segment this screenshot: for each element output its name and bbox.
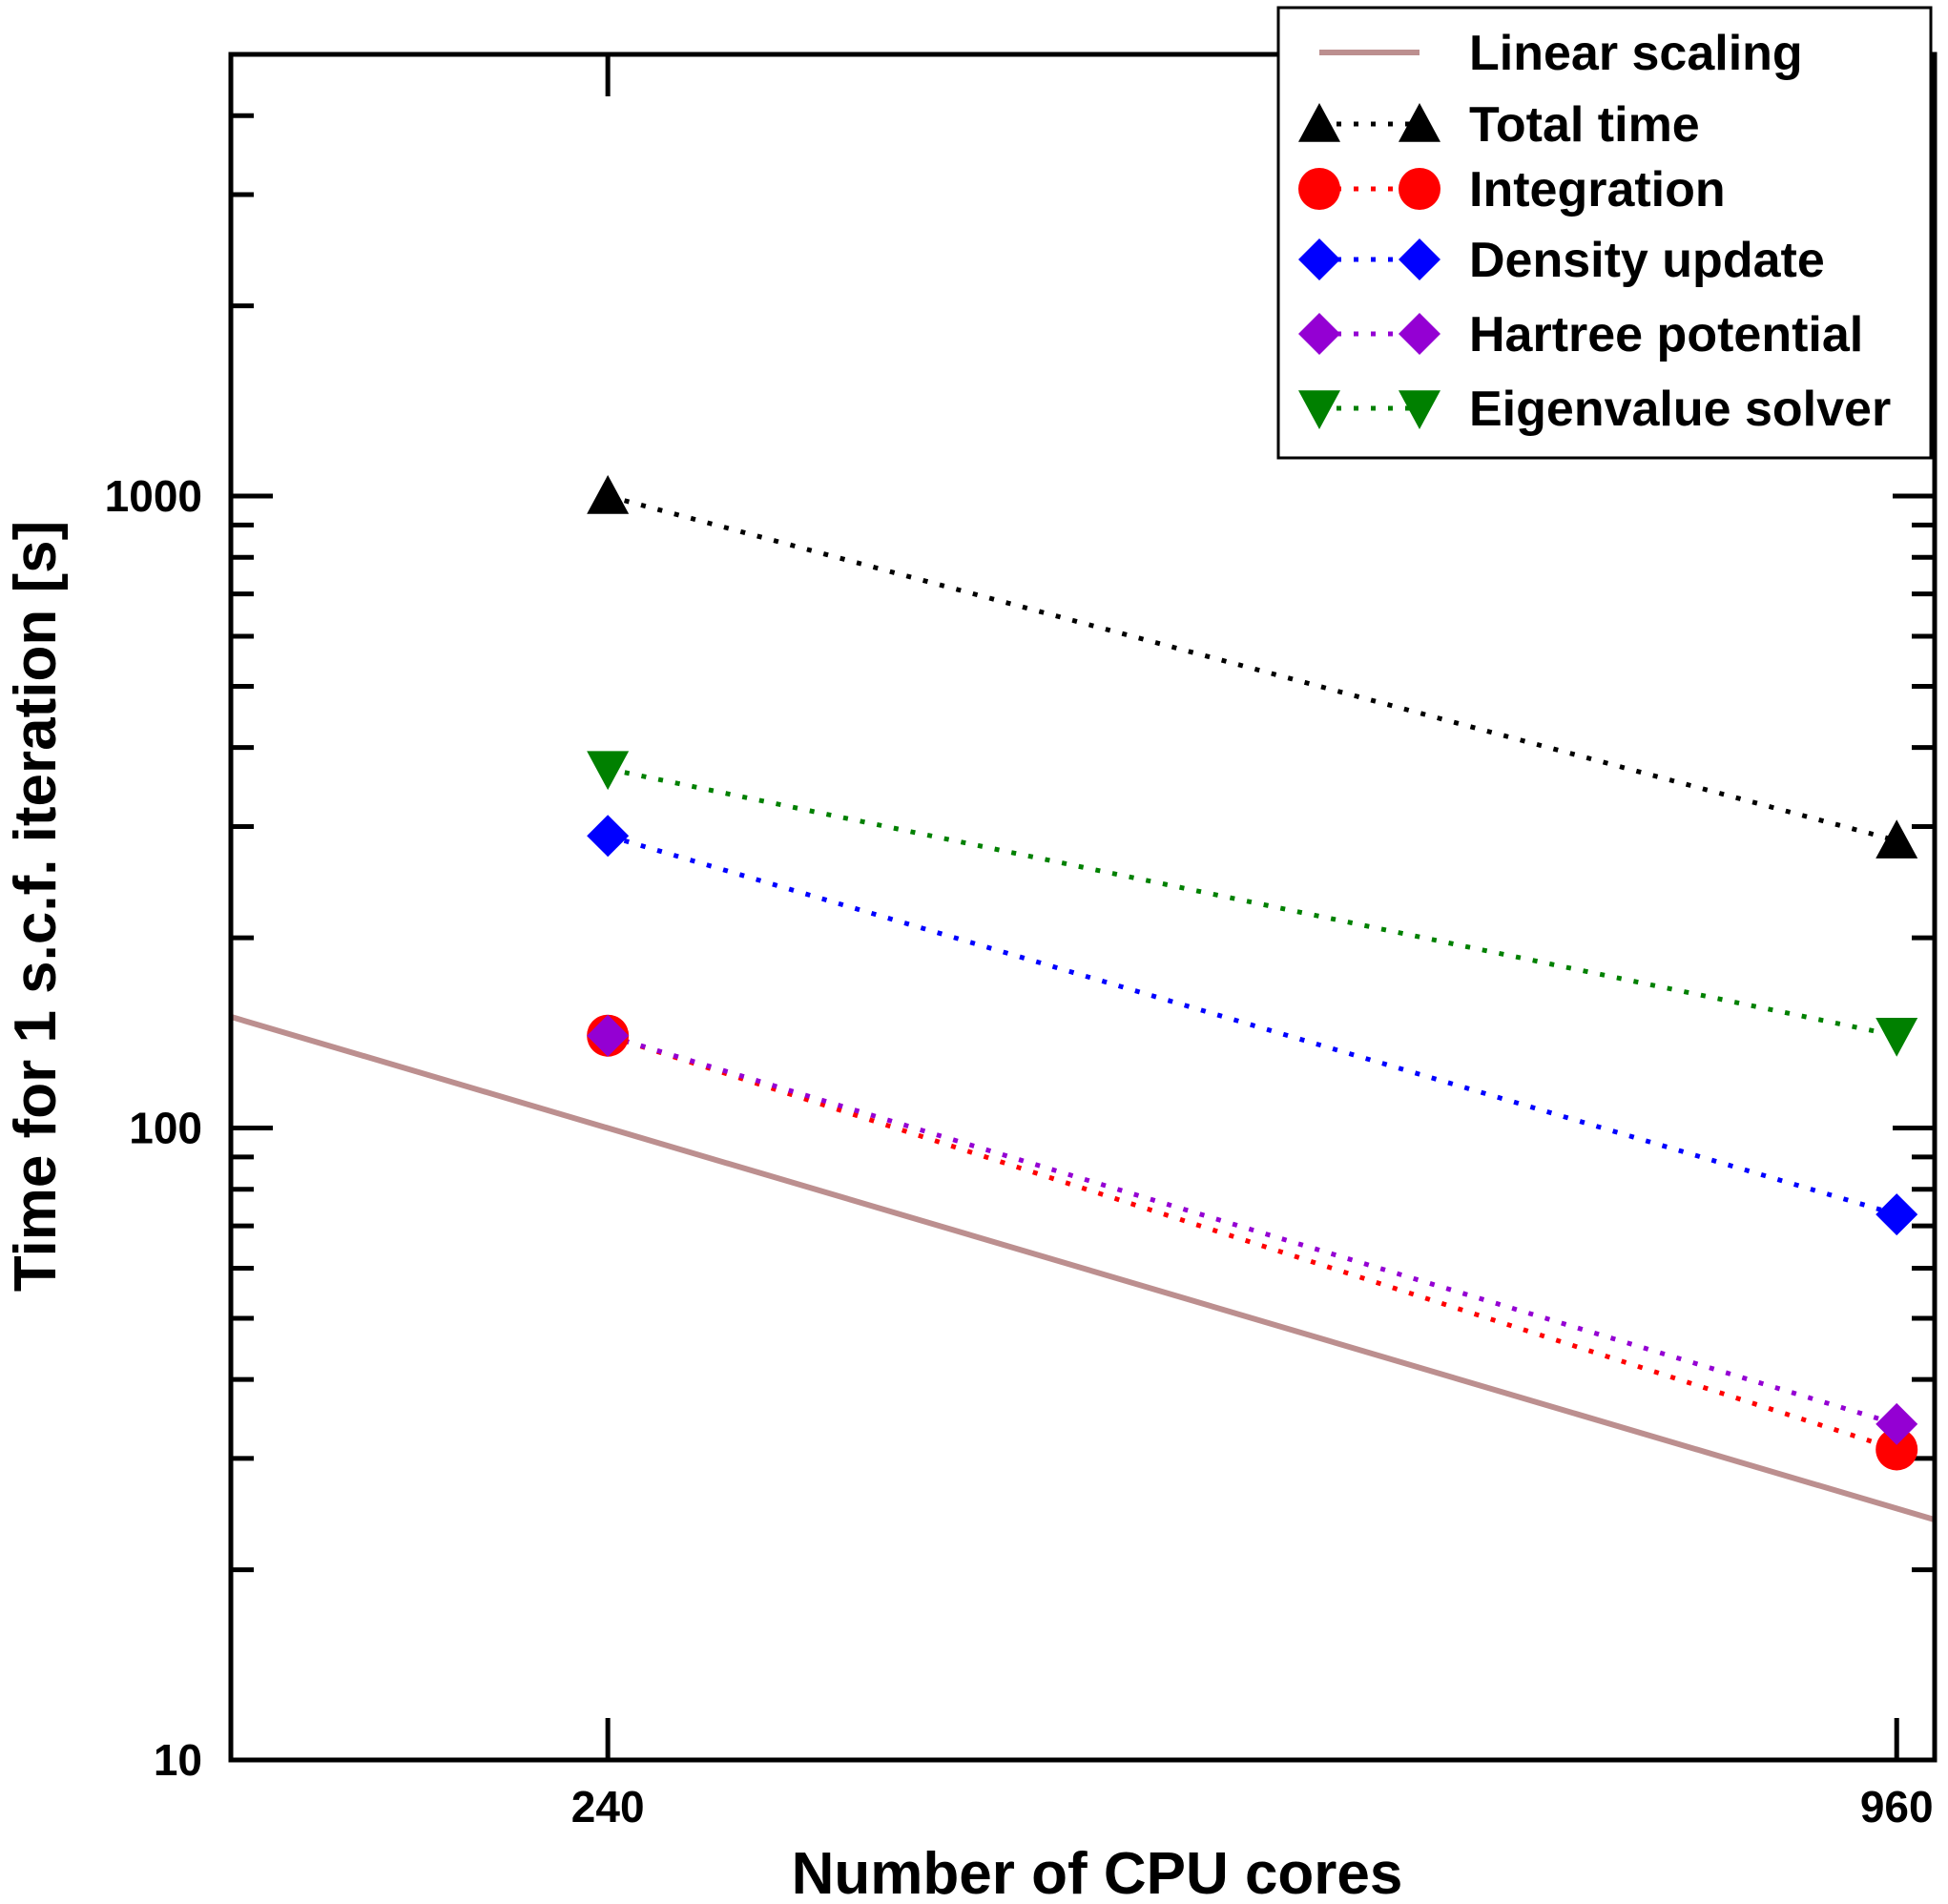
legend-marker-integration bbox=[1399, 168, 1440, 210]
legend-box bbox=[1276, 6, 1933, 460]
legend-entry-hartree-potential: Hartree potential bbox=[1298, 307, 1863, 362]
series-line-density-update bbox=[607, 833, 1897, 1217]
legend-marker-integration bbox=[1298, 168, 1340, 210]
plot-frame bbox=[228, 52, 1938, 1763]
series-lines bbox=[230, 493, 1936, 1522]
legend-marker-hartree-potential bbox=[1399, 313, 1440, 355]
series-line-hartree-potential bbox=[607, 1033, 1897, 1427]
legend-entry-density-update: Density update bbox=[1298, 233, 1825, 288]
legend-marker-hartree-potential bbox=[1298, 313, 1340, 355]
legend-entry-total-time: Total time bbox=[1298, 97, 1700, 153]
series-line-linear-scaling bbox=[230, 1014, 1936, 1522]
tick-labels: 10 100 1000 240 960 bbox=[105, 471, 1934, 1832]
legend-entry-eigenvalue-solver: Eigenvalue solver bbox=[1298, 382, 1891, 437]
legend-entry-integration: Integration bbox=[1298, 162, 1726, 217]
y-axis-title: Time for 1 s.c.f. iteration [s] bbox=[3, 521, 69, 1292]
legend-entry-linear-scaling: Linear scaling bbox=[1319, 26, 1803, 81]
data-point-hartree-potential bbox=[587, 1014, 630, 1057]
data-markers bbox=[587, 475, 1918, 1471]
legend-label-density-update: Density update bbox=[1469, 233, 1825, 288]
legend-label-total-time: Total time bbox=[1469, 97, 1700, 153]
legend-marker-eigenvalue-solver bbox=[1298, 390, 1340, 429]
legend-label-eigenvalue-solver: Eigenvalue solver bbox=[1469, 382, 1891, 437]
data-point-density-update bbox=[587, 815, 630, 858]
data-point-hartree-potential bbox=[1875, 1402, 1918, 1445]
legend-marker-density-update bbox=[1298, 238, 1340, 280]
legend-marker-eigenvalue-solver bbox=[1399, 390, 1440, 429]
legend-marker-total-time bbox=[1399, 103, 1440, 142]
x-tick-label: 240 bbox=[571, 1782, 645, 1832]
legend-label-hartree-potential: Hartree potential bbox=[1469, 307, 1863, 362]
legend: Linear scaling Total time Integration Densi… bbox=[1276, 6, 1933, 460]
data-point-total-time bbox=[1875, 819, 1918, 859]
x-axis-title: Number of CPU cores bbox=[792, 1841, 1403, 1904]
legend-marker-density-update bbox=[1399, 238, 1440, 280]
legend-entries: Linear scaling Total time Integration Densi… bbox=[1298, 26, 1891, 437]
series-line-integration bbox=[607, 1033, 1897, 1452]
data-point-density-update bbox=[1875, 1193, 1918, 1236]
data-point-integration bbox=[1875, 1428, 1918, 1471]
legend-label-integration: Integration bbox=[1469, 162, 1726, 217]
data-point-eigenvalue-solver bbox=[587, 751, 630, 791]
legend-marker-total-time bbox=[1298, 103, 1340, 142]
data-point-eigenvalue-solver bbox=[1875, 1018, 1918, 1057]
data-point-total-time bbox=[587, 475, 630, 514]
legend-label-linear-scaling: Linear scaling bbox=[1469, 26, 1803, 81]
y-tick-label: 1000 bbox=[105, 471, 202, 521]
y-tick-label: 10 bbox=[154, 1735, 202, 1785]
x-tick-label: 960 bbox=[1860, 1782, 1934, 1832]
y-tick-label: 100 bbox=[129, 1104, 202, 1153]
